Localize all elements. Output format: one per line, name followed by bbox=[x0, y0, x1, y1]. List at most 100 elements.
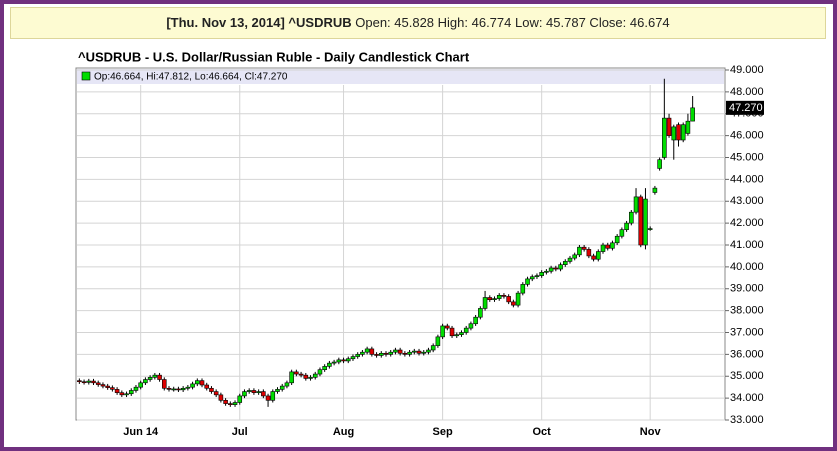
candle-body bbox=[341, 359, 346, 362]
candle-body bbox=[619, 229, 625, 237]
candle-body bbox=[161, 379, 167, 389]
y-tick-label: 37.000 bbox=[730, 326, 764, 338]
chart-title: ^USDRUB - U.S. Dollar/Russian Ruble - Da… bbox=[78, 49, 470, 64]
candle-body bbox=[525, 278, 530, 285]
candle-body bbox=[209, 387, 214, 392]
candle-body bbox=[572, 254, 577, 259]
candle-body bbox=[473, 316, 478, 325]
candle-body bbox=[652, 187, 658, 193]
candle-body bbox=[237, 395, 243, 403]
candle-body bbox=[407, 351, 412, 355]
candle-body bbox=[388, 351, 393, 355]
candle-body bbox=[633, 196, 639, 213]
candle-body bbox=[152, 374, 158, 378]
candle-body bbox=[256, 391, 261, 393]
candle-body bbox=[501, 295, 507, 297]
candle-body bbox=[463, 327, 469, 333]
candle-body bbox=[690, 107, 695, 122]
candle-body bbox=[86, 380, 92, 383]
candle-body bbox=[643, 198, 648, 246]
candle-body bbox=[544, 270, 549, 273]
candle-body bbox=[459, 332, 464, 335]
candle-body bbox=[577, 246, 582, 256]
candle-body bbox=[327, 362, 332, 367]
candle-body bbox=[647, 228, 653, 230]
candle-body bbox=[610, 242, 615, 249]
candle-body bbox=[657, 159, 662, 169]
candle-body bbox=[195, 380, 200, 385]
y-tick-label: 45.000 bbox=[730, 151, 764, 163]
candle-body bbox=[449, 327, 455, 337]
candle-body bbox=[369, 348, 375, 355]
candle-body bbox=[303, 374, 309, 379]
candle-body bbox=[379, 352, 384, 356]
header-bar: [Thu. Nov 13, 2014] ^USDRUB Open: 45.828… bbox=[10, 7, 826, 39]
candle-body bbox=[157, 374, 162, 380]
candle-body bbox=[77, 380, 82, 383]
candle-body bbox=[124, 393, 129, 396]
y-tick-label: 33.000 bbox=[730, 414, 764, 426]
candle-body bbox=[190, 383, 195, 388]
candle-body bbox=[520, 284, 526, 294]
y-tick-label: 48.000 bbox=[730, 86, 764, 98]
candle-body bbox=[166, 387, 172, 390]
candle-body bbox=[586, 249, 592, 257]
candle-body bbox=[487, 297, 493, 300]
legend-strip bbox=[77, 69, 724, 84]
x-tick-label: Jul bbox=[232, 426, 248, 438]
candle-body bbox=[605, 244, 611, 249]
candle-body bbox=[100, 384, 106, 387]
candle-body bbox=[143, 379, 148, 384]
candle-body bbox=[492, 298, 497, 300]
candle-body bbox=[199, 380, 205, 386]
candle-body bbox=[596, 251, 601, 260]
y-tick-label: 38.000 bbox=[730, 305, 764, 317]
candle-body bbox=[567, 257, 573, 262]
candle-body bbox=[529, 276, 535, 280]
last-value-label: 47.270 bbox=[729, 102, 763, 114]
candle-body bbox=[213, 391, 219, 396]
candle-body bbox=[119, 392, 125, 396]
candle-body bbox=[308, 377, 313, 379]
legend-swatch bbox=[81, 71, 91, 81]
candle-body bbox=[454, 334, 460, 337]
candle-body bbox=[114, 389, 120, 393]
candle-body bbox=[138, 382, 143, 388]
y-tick-label: 49.000 bbox=[730, 64, 764, 76]
candle-body bbox=[95, 382, 101, 385]
candle-body bbox=[176, 388, 181, 391]
candle-body bbox=[624, 222, 629, 230]
candle-body bbox=[548, 267, 554, 272]
candle-body bbox=[383, 352, 389, 355]
candle-body bbox=[81, 381, 87, 384]
candle-body bbox=[397, 349, 403, 354]
candle-body bbox=[435, 336, 441, 346]
candle-body bbox=[242, 391, 247, 397]
candle-body bbox=[275, 389, 280, 392]
candle-body bbox=[110, 387, 115, 390]
candle-body bbox=[600, 244, 606, 252]
candle-body bbox=[393, 349, 398, 353]
candle-body bbox=[662, 117, 667, 158]
candle-body bbox=[534, 275, 540, 278]
candle-body bbox=[336, 359, 342, 363]
candle-body bbox=[312, 373, 318, 378]
y-tick-label: 39.000 bbox=[730, 283, 764, 295]
candle-body bbox=[685, 120, 691, 134]
candle-body bbox=[284, 382, 290, 387]
candle-body bbox=[478, 308, 483, 318]
candle-body bbox=[482, 297, 488, 309]
y-tick-label: 46.000 bbox=[730, 130, 764, 142]
candle-body bbox=[364, 348, 370, 353]
candle-body bbox=[147, 377, 153, 380]
candle-body bbox=[246, 390, 252, 392]
candle-body bbox=[223, 400, 228, 404]
candle-body bbox=[317, 369, 323, 375]
candle-body bbox=[421, 351, 427, 354]
candle-body bbox=[430, 345, 436, 351]
y-tick-label: 43.000 bbox=[730, 195, 764, 207]
candle-body bbox=[638, 196, 644, 246]
candle-body bbox=[350, 356, 356, 360]
y-tick-label: 36.000 bbox=[730, 348, 764, 360]
